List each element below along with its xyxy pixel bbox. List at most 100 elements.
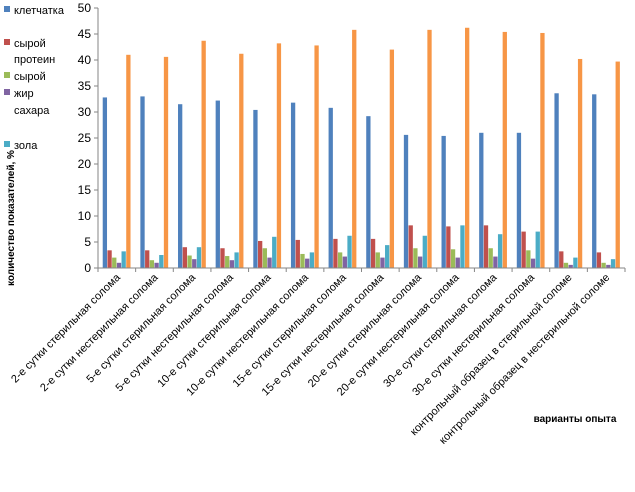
y-axis-title: количество показателей, % bbox=[6, 150, 17, 286]
bar-зола-6 bbox=[309, 252, 315, 268]
bar-зола-13 bbox=[573, 257, 578, 268]
bar-сахара-4 bbox=[229, 260, 235, 268]
legend-swatch bbox=[4, 6, 10, 12]
bar-series-6-6 bbox=[314, 45, 319, 268]
legend-swatch bbox=[4, 141, 10, 147]
bars-layer bbox=[102, 27, 620, 269]
legend-label: зола bbox=[14, 140, 38, 152]
bar-сырой-жир-3 bbox=[187, 255, 192, 268]
bar-сахара-10 bbox=[455, 257, 460, 268]
bar-сырой-протеин-8 bbox=[370, 238, 376, 268]
bar-сырой-протеин-12 bbox=[521, 231, 526, 268]
bar-клетчатка-13 bbox=[554, 93, 559, 268]
bar-зола-7 bbox=[347, 235, 352, 268]
legend: клетчатка сырой протеин сырой жир сахара зола bbox=[4, 5, 65, 152]
bar-клетчатка-4 bbox=[215, 100, 220, 268]
y-tick-label: 35 bbox=[78, 79, 92, 93]
y-tick-label: 40 bbox=[78, 53, 92, 67]
bar-сырой-жир-1 bbox=[112, 257, 117, 268]
legend-label: протеин bbox=[14, 54, 55, 66]
legend-label: сырой bbox=[14, 38, 46, 50]
bar-сахара-8 bbox=[380, 257, 385, 268]
bar-клетчатка-14 bbox=[592, 94, 597, 268]
bar-клетчатка-1 bbox=[102, 97, 108, 268]
bar-зола-3 bbox=[196, 247, 202, 268]
bar-сырой-протеин-1 bbox=[107, 250, 112, 268]
bar-сырой-протеин-4 bbox=[220, 248, 225, 268]
bar-клетчатка-7 bbox=[328, 107, 333, 268]
bar-сырой-протеин-10 bbox=[446, 226, 451, 268]
bar-клетчатка-8 bbox=[366, 116, 371, 268]
x-axis-title: варианты опыта bbox=[534, 414, 617, 425]
bar-сырой-протеин-11 bbox=[483, 225, 489, 268]
bar-клетчатка-5 bbox=[253, 109, 258, 268]
bar-зола-12 bbox=[535, 231, 540, 268]
y-tick-label: 30 bbox=[78, 105, 92, 119]
bar-клетчатка-10 bbox=[441, 135, 446, 268]
bar-сырой-протеин-3 bbox=[182, 247, 188, 268]
y-tick-label: 50 bbox=[78, 1, 92, 15]
bar-клетчатка-9 bbox=[403, 134, 409, 268]
legend-swatch bbox=[4, 39, 10, 45]
bar-сахара-6 bbox=[305, 258, 310, 268]
bar-сырой-протеин-7 bbox=[333, 238, 338, 268]
bar-сахара-13 bbox=[568, 264, 573, 268]
bar-сахара-9 bbox=[417, 256, 423, 268]
y-tick-label: 5 bbox=[84, 235, 91, 249]
bar-зола-10 bbox=[460, 225, 465, 268]
legend-label: клетчатка bbox=[14, 5, 65, 17]
bar-series-6-5 bbox=[276, 43, 282, 268]
bar-series-6-3 bbox=[201, 40, 206, 269]
bar-сырой-жир-13 bbox=[563, 262, 569, 268]
legend-swatch bbox=[4, 89, 10, 95]
bar-series-6-4 bbox=[239, 53, 244, 269]
axes bbox=[94, 7, 626, 272]
y-tick-label: 25 bbox=[78, 131, 92, 145]
y-tick-label: 10 bbox=[78, 209, 92, 223]
bar-зола-11 bbox=[497, 234, 503, 268]
bar-сырой-протеин-14 bbox=[596, 252, 602, 268]
bar-сахара-5 bbox=[267, 257, 272, 268]
bar-series-6-14 bbox=[615, 61, 620, 269]
bar-series-6-10 bbox=[465, 27, 470, 269]
y-tick-label: 20 bbox=[78, 157, 92, 171]
bar-клетчатка-12 bbox=[516, 132, 522, 268]
legend-label: сахара bbox=[14, 105, 50, 117]
bar-клетчатка-6 bbox=[290, 102, 296, 268]
bar-сырой-жир-12 bbox=[526, 250, 531, 268]
bar-клетчатка-3 bbox=[178, 104, 183, 268]
bar-зола-9 bbox=[422, 235, 427, 268]
bar-сырой-жир-5 bbox=[262, 248, 267, 268]
bar-series-6-13 bbox=[577, 58, 583, 269]
bar-зола-8 bbox=[385, 245, 390, 268]
bar-сырой-протеин-2 bbox=[145, 250, 150, 268]
bar-клетчатка-2 bbox=[140, 96, 145, 269]
bar-сырой-жир-6 bbox=[300, 253, 305, 268]
bar-зола-2 bbox=[159, 255, 164, 268]
bar-зола-14 bbox=[610, 259, 616, 268]
bar-сахара-11 bbox=[493, 256, 498, 268]
bar-сырой-жир-14 bbox=[601, 262, 606, 268]
bar-зола-5 bbox=[272, 236, 277, 268]
bar-клетчатка-11 bbox=[479, 132, 484, 268]
legend-swatch bbox=[4, 72, 10, 78]
bar-сахара-1 bbox=[116, 262, 122, 268]
bar-сырой-жир-8 bbox=[375, 252, 380, 268]
y-tick-labels: 0 5 10 15 20 25 30 35 40 45 50 bbox=[78, 1, 92, 275]
bar-сахара-7 bbox=[342, 256, 347, 268]
bar-series-6-9 bbox=[427, 29, 432, 269]
bar-сырой-жир-9 bbox=[413, 248, 418, 268]
y-tick-label: 15 bbox=[78, 183, 92, 197]
bar-зола-1 bbox=[121, 251, 126, 268]
bar-сырой-протеин-6 bbox=[295, 239, 300, 268]
bar-сырой-жир-10 bbox=[450, 249, 456, 268]
bar-series-6-12 bbox=[540, 32, 545, 269]
bar-сырой-жир-7 bbox=[337, 252, 343, 268]
bar-сырой-жир-2 bbox=[149, 260, 155, 268]
bar-сырой-протеин-13 bbox=[559, 251, 564, 268]
bar-series-6-11 bbox=[502, 31, 507, 269]
bar-зола-4 bbox=[234, 252, 239, 268]
bar-series-6-7 bbox=[352, 29, 357, 269]
